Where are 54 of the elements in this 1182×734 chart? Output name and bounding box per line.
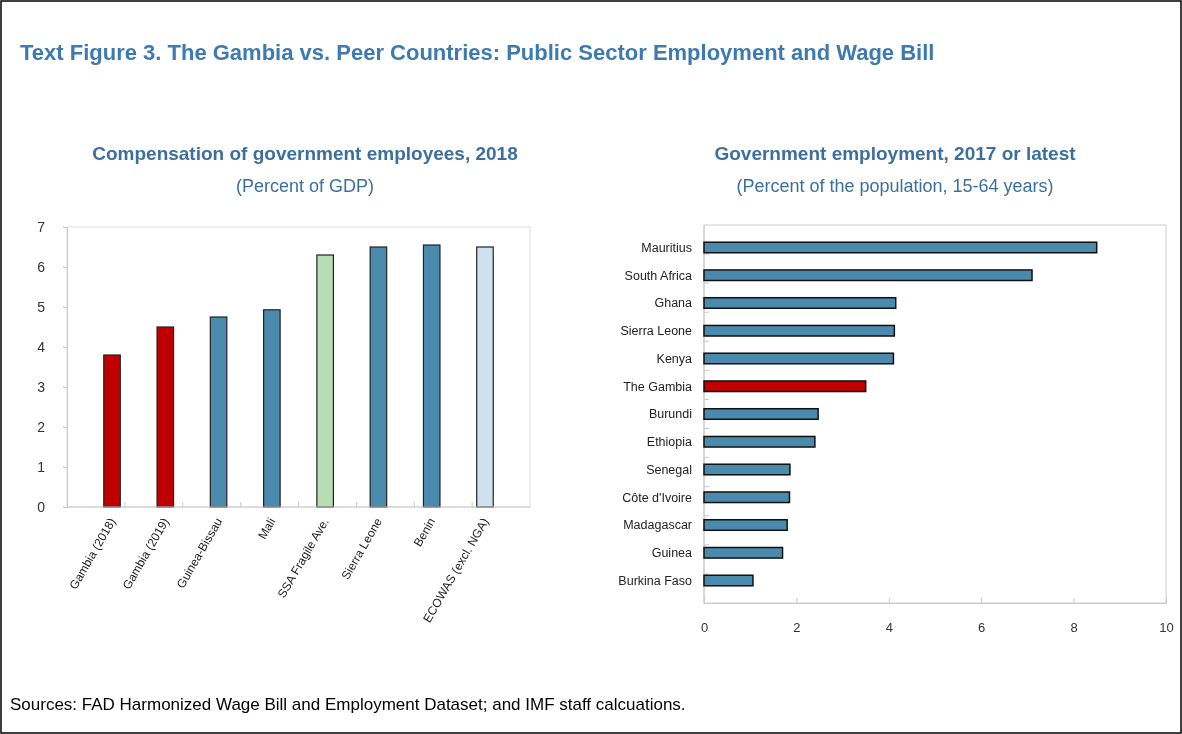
- bar: [703, 574, 754, 587]
- bar: [703, 518, 788, 532]
- bar: [703, 407, 819, 421]
- bar: [703, 380, 867, 393]
- x-tick-label: 10: [1159, 620, 1174, 636]
- x-tick-label: 6: [978, 620, 986, 636]
- bar: [703, 296, 897, 310]
- y-tick-label: Madagascar: [623, 518, 692, 533]
- bar: [703, 241, 1098, 254]
- x-tick-label: 8: [1070, 620, 1078, 636]
- y-tick-label: 5: [37, 298, 46, 315]
- y-tick-label: The Gambia: [623, 379, 693, 394]
- y-tick-label: Kenya: [656, 351, 693, 366]
- y-tick-label: Ethiopia: [646, 435, 693, 450]
- bar: [703, 491, 791, 504]
- bar: [209, 316, 228, 508]
- bar: [703, 546, 784, 559]
- y-tick-label: Mauritius: [641, 240, 692, 255]
- chart-subtitle: (Percent of the population, 15-64 years): [736, 176, 1054, 196]
- x-tick-label: 4: [885, 620, 893, 636]
- bar: [703, 269, 1033, 282]
- chart-subtitle: (Percent of GDP): [235, 176, 375, 196]
- y-tick-label: 3: [37, 378, 46, 395]
- y-tick-label: Ghana: [654, 296, 693, 311]
- bar: [369, 246, 388, 508]
- bar: [703, 435, 816, 448]
- bar: [703, 324, 896, 337]
- bar: [703, 463, 791, 476]
- bar: [103, 354, 121, 508]
- chart-title: Government employment, 2017 or latest: [714, 143, 1077, 164]
- y-tick-label: 0: [37, 498, 46, 515]
- bar: [476, 246, 494, 508]
- y-tick-label: South Africa: [624, 268, 693, 283]
- y-tick-label: 7: [37, 218, 46, 235]
- x-tick-label: 2: [793, 620, 801, 636]
- x-tick-label: 0: [700, 620, 709, 636]
- bar: [263, 309, 281, 508]
- y-tick-label: Senegal: [646, 462, 692, 477]
- y-tick-label: 6: [37, 258, 46, 275]
- y-tick-label: Côte d'Ivoire: [622, 490, 693, 505]
- bar: [422, 244, 441, 508]
- y-tick-label: 4: [37, 338, 46, 355]
- text: Text Figure 3. The Gambia vs. Peer Countries: Public Sector Employment and Wage Bill: [20, 40, 935, 65]
- y-tick-label: Burundi: [648, 407, 692, 422]
- source-note: Sources: FAD Harmonized Wage Bill and Employment Dataset; and IMF staff calcuations.: [10, 695, 686, 714]
- bar: [316, 254, 334, 508]
- chart-title: Compensation of government employees, 2018: [92, 143, 518, 164]
- y-tick-label: Guinea: [651, 546, 693, 561]
- bar: [703, 352, 895, 365]
- y-tick-label: Sierra Leone: [620, 324, 693, 339]
- y-tick-label: 2: [37, 418, 46, 435]
- y-tick-label: Burkina Faso: [618, 573, 693, 588]
- y-tick-label: 1: [37, 458, 46, 475]
- bar: [156, 326, 175, 508]
